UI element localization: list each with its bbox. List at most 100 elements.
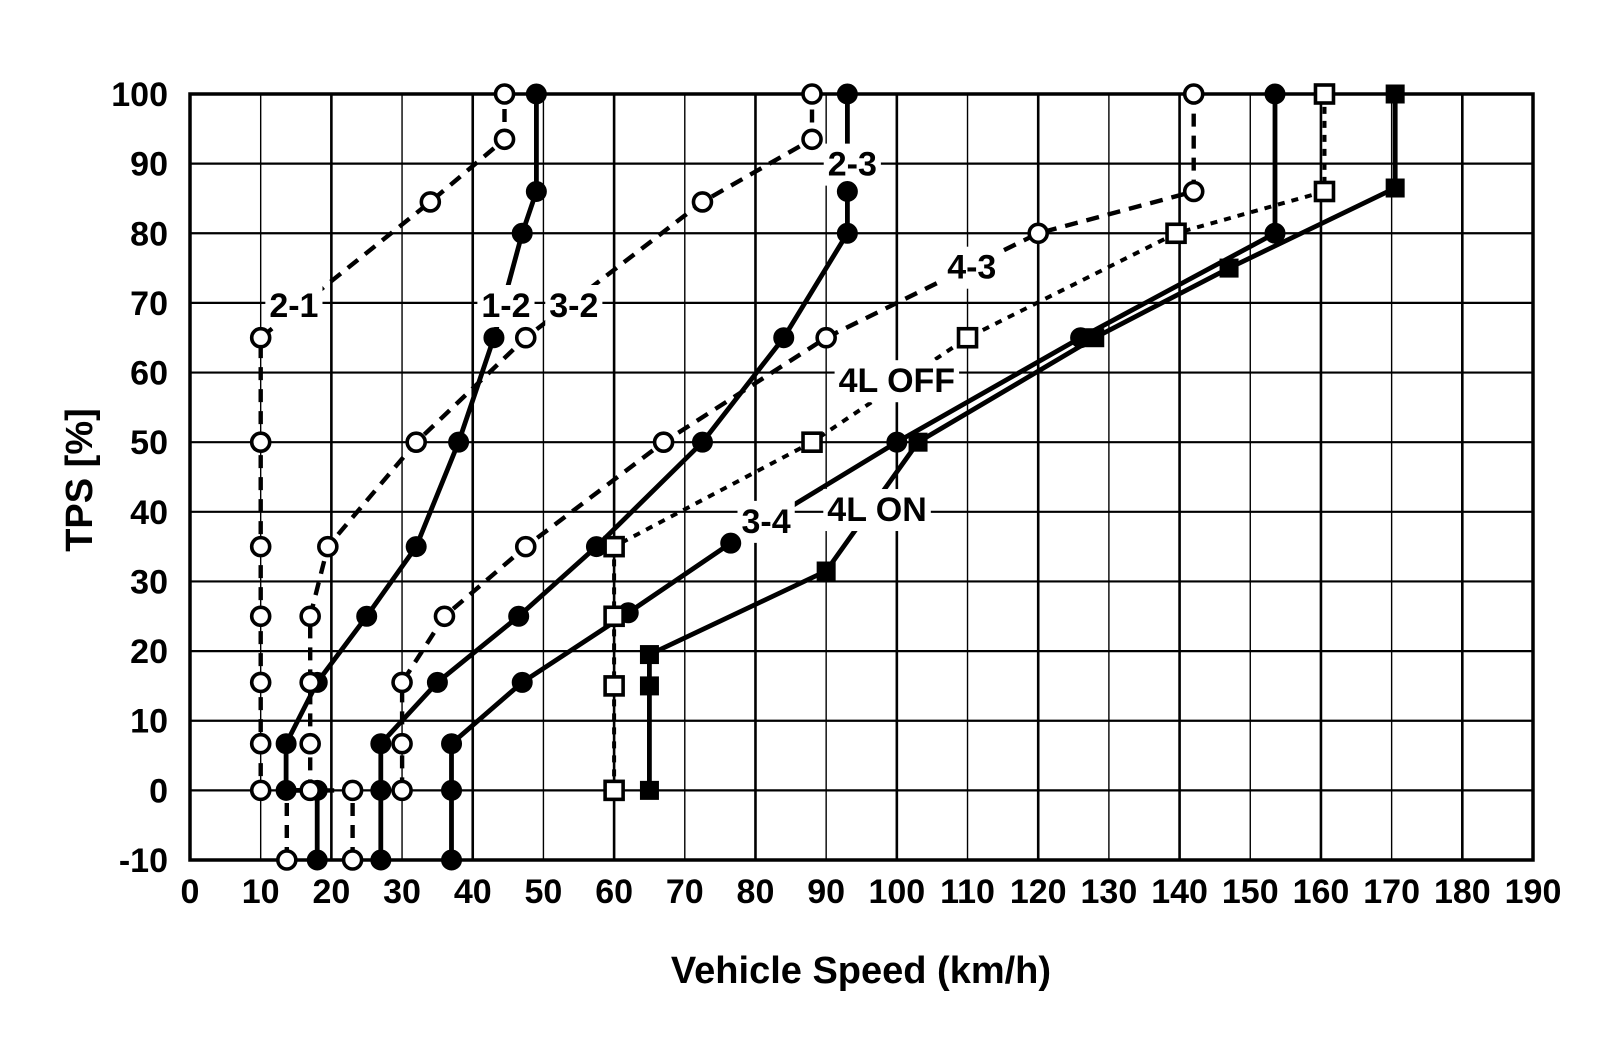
x-tick-label: 10 — [242, 873, 280, 911]
marker-circle-filled — [370, 779, 392, 801]
marker-circle-open — [249, 605, 272, 628]
marker-square-filled — [639, 780, 659, 800]
marker-circle-filled — [441, 849, 463, 871]
marker-circle-filled — [441, 733, 463, 755]
marker-circle-filled — [511, 222, 533, 244]
marker-circle-filled — [886, 431, 908, 453]
marker-circle-open — [299, 671, 321, 694]
series-label-mask — [823, 143, 881, 186]
marker-circle-filled — [448, 431, 470, 453]
series-label-1-2: 1-2 — [481, 287, 530, 325]
series-markers-2-1 — [249, 83, 516, 871]
marker-circle-filled — [426, 671, 448, 693]
marker-square-filled — [1385, 178, 1405, 198]
marker-square-filled — [1385, 84, 1405, 104]
marker-circle-open — [419, 191, 442, 213]
x-tick-label: 100 — [868, 873, 925, 911]
x-tick-label: 80 — [737, 873, 775, 911]
marker-circle-open — [249, 535, 272, 558]
x-tick-label: 170 — [1363, 873, 1420, 911]
marker-circle-open — [249, 779, 272, 802]
series-label-4l-on: 4L ON — [827, 491, 927, 529]
marker-circle-filled — [773, 327, 795, 349]
marker-circle-filled — [370, 733, 392, 755]
x-tick-label: 90 — [807, 873, 845, 911]
marker-circle-filled — [585, 536, 607, 558]
marker-square-open — [603, 675, 625, 697]
marker-circle-filled — [691, 431, 713, 453]
marker-circle-open — [652, 431, 675, 453]
marker-circle-filled — [836, 222, 858, 244]
marker-circle-filled — [370, 849, 392, 871]
y-tick-label: 70 — [130, 285, 168, 323]
marker-circle-open — [493, 83, 516, 105]
marker-circle-open — [801, 83, 823, 105]
x-tick-label: 50 — [525, 873, 563, 911]
marker-circle-open — [1182, 83, 1205, 105]
y-tick-label: 50 — [130, 424, 168, 462]
x-tick-label: 130 — [1081, 873, 1138, 911]
marker-circle-open — [514, 326, 537, 349]
marker-circle-open — [391, 671, 413, 694]
series-label-mask — [265, 284, 323, 327]
marker-square-open — [1313, 180, 1336, 203]
series-label-mask — [477, 284, 535, 327]
series-line — [399, 94, 1196, 791]
marker-circle-open — [299, 605, 321, 628]
series-markers-4l-on — [639, 84, 1405, 800]
y-tick-labels: -10 0 10 20 30 40 50 60 70 80 90 100 — [111, 76, 168, 880]
marker-circle-open — [514, 535, 537, 558]
marker-circle-filled — [525, 83, 547, 105]
marker-circle-filled — [441, 779, 463, 801]
series-4-3 — [399, 94, 1196, 791]
series-line — [308, 94, 815, 860]
x-axis-title: Vehicle Speed (km/h) — [671, 950, 1051, 992]
x-tick-label: 70 — [666, 873, 704, 911]
marker-circle-filled — [1264, 83, 1286, 105]
series-3-4 — [449, 94, 1278, 860]
marker-square-filled — [908, 432, 928, 452]
marker-circle-open — [433, 605, 456, 628]
series-label-mask — [834, 360, 960, 403]
marker-circle-open — [801, 128, 823, 151]
marker-circle-filled — [275, 779, 297, 801]
marker-circle-filled — [306, 849, 328, 871]
marker-circle-filled — [356, 605, 378, 627]
series-label-3-4: 3-4 — [742, 503, 791, 541]
marker-circle-filled — [836, 180, 858, 202]
x-tick-label: 0 — [181, 873, 200, 911]
y-tick-label: 100 — [111, 76, 168, 114]
marker-circle-open — [341, 849, 364, 871]
x-tick-label: 190 — [1505, 873, 1562, 911]
y-tick-label: 90 — [130, 146, 168, 184]
marker-square-filled — [639, 676, 659, 696]
series-label-mask — [823, 489, 931, 532]
marker-circle-open — [249, 732, 272, 755]
y-tick-label: -10 — [119, 842, 168, 880]
marker-circle-filled — [1264, 222, 1286, 244]
marker-circle-open — [341, 779, 364, 802]
series-label-4l-off: 4L OFF — [839, 362, 956, 400]
y-tick-label: 60 — [130, 355, 168, 393]
marker-square-filled — [639, 645, 659, 665]
marker-square-open — [603, 535, 625, 558]
marker-square-filled — [1085, 328, 1105, 348]
marker-circle-open — [815, 326, 837, 349]
x-tick-labels: 0 10 20 30 40 50 60 70 80 90 100 110 120 130 140 150 160… — [181, 873, 1562, 911]
x-tick-label: 110 — [940, 873, 995, 911]
plot-border — [188, 92, 1535, 862]
marker-circle-open — [1182, 180, 1205, 203]
marker-circle-open — [1027, 222, 1050, 245]
marker-circle-open — [317, 535, 339, 558]
marker-circle-filled — [405, 536, 427, 558]
series-markers-4-3 — [391, 83, 1205, 802]
series-label-2-3: 2-3 — [828, 146, 877, 184]
marker-circle-filled — [275, 733, 297, 755]
y-tick-label: 0 — [149, 772, 168, 810]
marker-circle-open — [249, 431, 272, 453]
series-label-2-1: 2-1 — [269, 287, 318, 325]
y-tick-label: 40 — [130, 494, 168, 532]
y-tick-label: 10 — [130, 703, 168, 741]
